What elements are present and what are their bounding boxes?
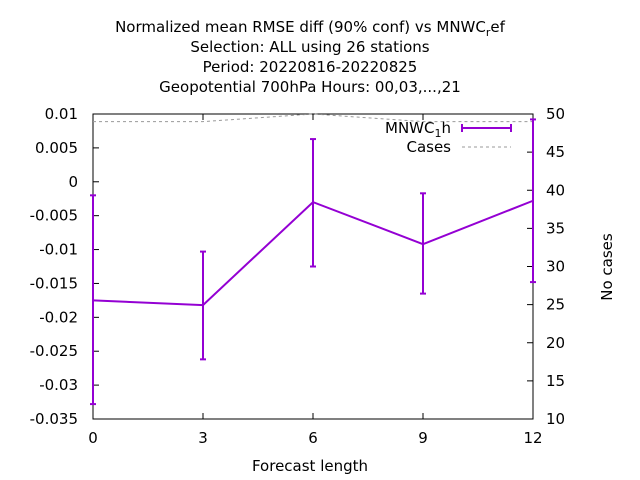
y2-tick-label: 40 xyxy=(546,181,565,199)
legend-label-cases: Cases xyxy=(406,138,451,156)
title-line: Geopotential 700hPa Hours: 00,03,...,21 xyxy=(159,78,461,96)
x-axis-label: Forecast length xyxy=(252,457,368,475)
title-line: Period: 20220816-20220825 xyxy=(203,58,418,76)
y-tick-label: 0.01 xyxy=(45,105,78,123)
y2-tick-label: 35 xyxy=(546,219,565,237)
x-tick-label: 9 xyxy=(418,429,428,447)
y2-tick-label: 15 xyxy=(546,372,565,390)
y-tick-label: -0.03 xyxy=(39,376,78,394)
y2-tick-label: 50 xyxy=(546,105,565,123)
x-tick-label: 3 xyxy=(198,429,208,447)
x-tick-label: 6 xyxy=(308,429,318,447)
y-tick-label: -0.01 xyxy=(39,241,78,259)
tick-labels: 0 3 6 9 12 0.01 0.005 0 -0.005 -0.01 -0.015 -0.02 -0… xyxy=(30,105,565,447)
y-tick-label: 0.005 xyxy=(35,139,78,157)
y-tick-label: -0.015 xyxy=(30,274,78,292)
series-line-mnwc xyxy=(92,199,534,307)
y-tick-label: 0 xyxy=(68,173,78,191)
y-tick-label: -0.005 xyxy=(30,207,78,225)
x-tick-label: 12 xyxy=(523,429,542,447)
y-tick-label: -0.035 xyxy=(30,410,78,428)
title-line: Normalized mean RMSE diff (90% conf) vs … xyxy=(115,18,506,39)
y2-tick-label: 20 xyxy=(546,334,565,352)
series-line-cases xyxy=(93,113,533,123)
chart-title: Normalized mean RMSE diff (90% conf) vs … xyxy=(115,18,506,96)
y2-tick-label: 30 xyxy=(546,258,565,276)
series-layer xyxy=(90,113,536,406)
y-tick-label: -0.02 xyxy=(39,308,78,326)
y-tick-label: -0.025 xyxy=(30,342,78,360)
y2-axis-label: No cases xyxy=(598,233,616,301)
x-tick-label: 0 xyxy=(88,429,98,447)
y2-tick-label: 10 xyxy=(546,410,565,428)
title-line: Selection: ALL using 26 stations xyxy=(190,38,429,56)
y2-tick-label: 25 xyxy=(546,296,565,314)
legend-label-mnwc: MNWC1h xyxy=(385,119,451,140)
y2-tick-label: 45 xyxy=(546,143,565,161)
